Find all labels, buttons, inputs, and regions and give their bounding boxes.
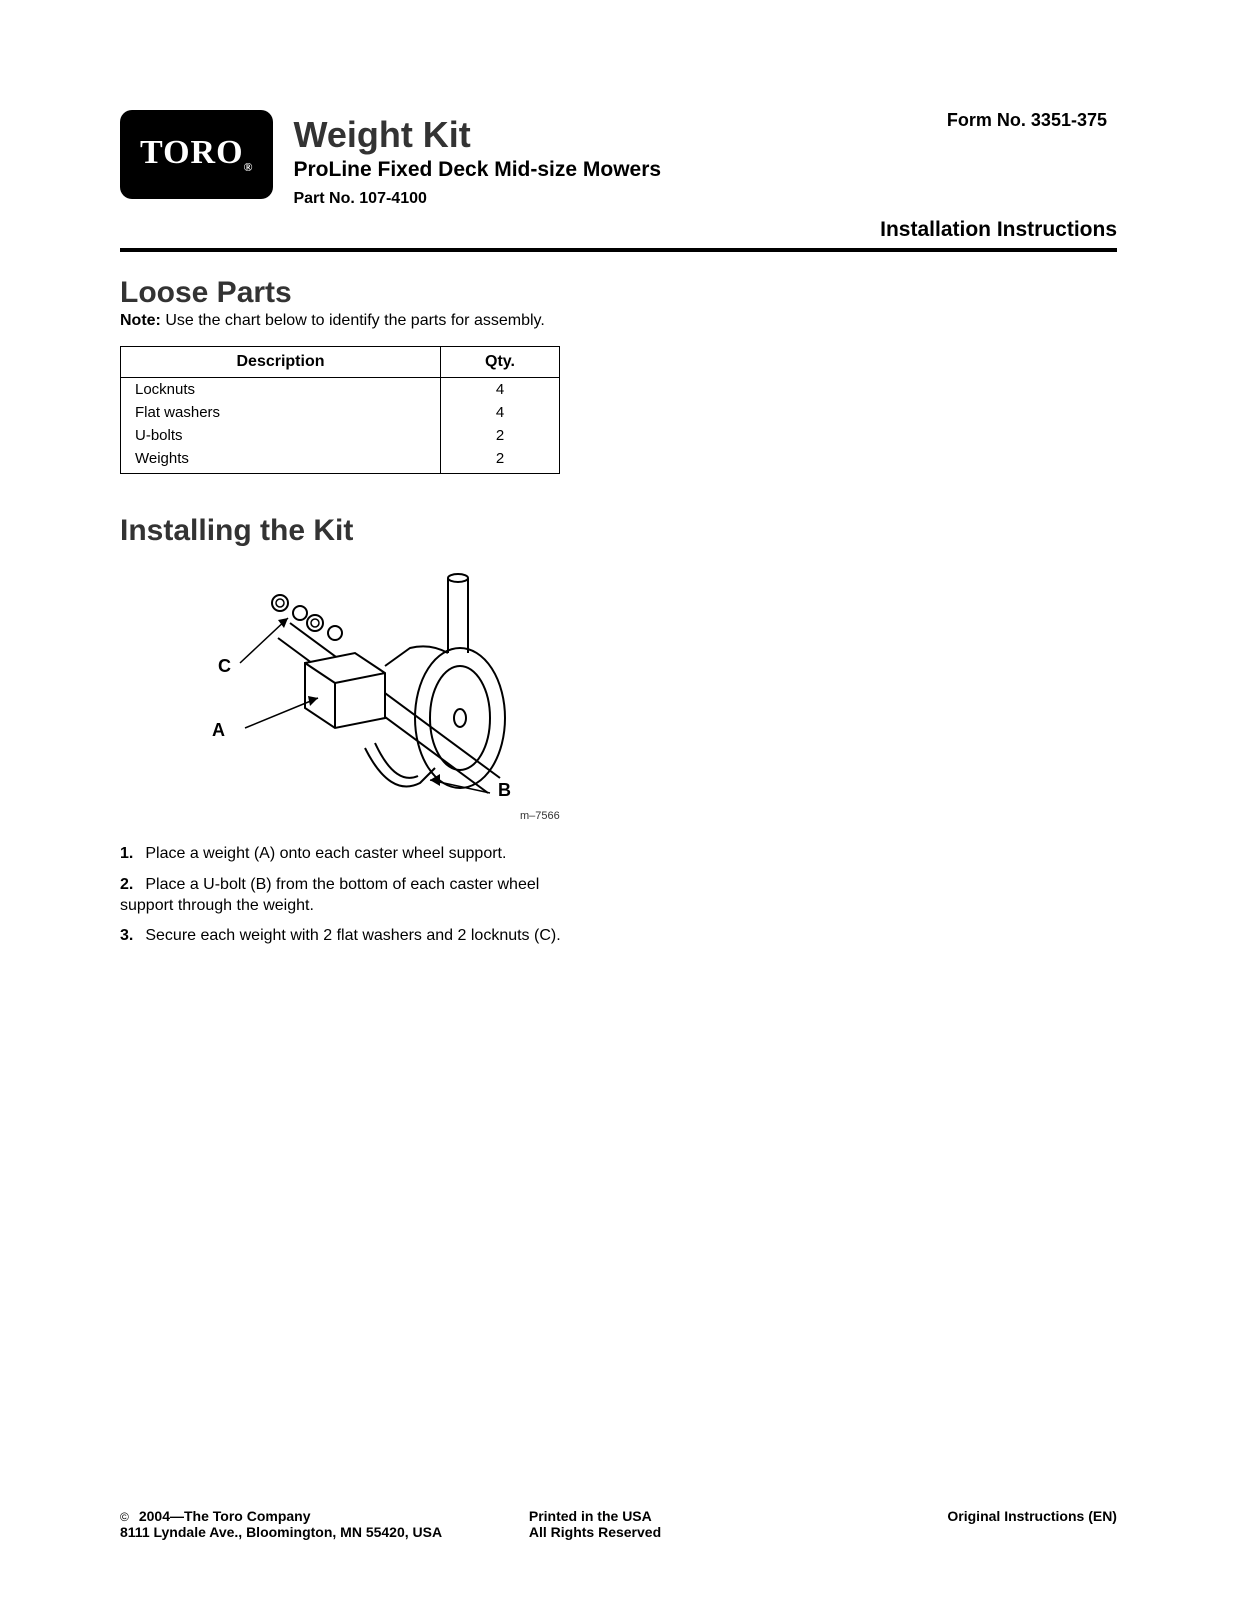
table-row: Locknuts 4	[121, 378, 560, 402]
cell-qty: 4	[441, 378, 560, 402]
step-text: Place a weight (A) onto each caster whee…	[145, 845, 506, 862]
loose-parts-heading: Loose Parts	[120, 276, 1117, 310]
footer-center: Printed in the USA All Rights Reserved	[499, 1508, 798, 1540]
logo-text: TORO	[140, 134, 244, 171]
instruction-step: 3. Secure each weight with 2 flat washers…	[120, 926, 580, 947]
logo-registered-mark: ®	[244, 160, 254, 174]
instruction-step: 1. Place a weight (A) onto each caster wh…	[120, 844, 580, 865]
cell-description: Locknuts	[121, 378, 441, 402]
document-title: Weight Kit	[293, 114, 661, 156]
assembly-diagram: C A B m–7566	[160, 568, 590, 828]
diagram-reference: m–7566	[520, 810, 560, 822]
cell-qty: 4	[441, 401, 560, 424]
header-rule	[120, 248, 1117, 252]
instruction-step: 2.Place a U-bolt (B) from the bottom of …	[120, 875, 580, 917]
step-number: 3.	[120, 927, 133, 944]
copyright-text: 2004—The Toro Company	[139, 1508, 311, 1524]
step-text: Place a U-bolt (B) from the bottom of ea…	[120, 876, 539, 914]
cell-qty: 2	[441, 424, 560, 447]
original-instructions: Original Instructions (EN)	[947, 1508, 1117, 1524]
part-number: Part No. 107-4100	[293, 190, 661, 208]
instruction-list: 1. Place a weight (A) onto each caster wh…	[120, 844, 580, 947]
toro-logo: TORO®	[120, 110, 273, 199]
step-text: Secure each weight with 2 flat washers a…	[145, 927, 560, 944]
diagram-label-a: A	[212, 720, 225, 741]
cell-description: Flat washers	[121, 401, 441, 424]
cell-description: U-bolts	[121, 424, 441, 447]
diagram-svg	[160, 568, 590, 828]
cell-qty: 2	[441, 447, 560, 474]
cell-description: Weights	[121, 447, 441, 474]
document-footer: © 2004—The Toro Company 8111 Lyndale Ave.…	[120, 1508, 1117, 1540]
table-row: U-bolts 2	[121, 424, 560, 447]
diagram-label-b: B	[498, 780, 511, 801]
table-row: Weights 2	[121, 447, 560, 474]
col-description: Description	[121, 347, 441, 378]
diagram-label-c: C	[218, 656, 231, 677]
col-qty: Qty.	[441, 347, 560, 378]
table-header-row: Description Qty.	[121, 347, 560, 378]
parts-table: Description Qty. Locknuts 4 Flat washers…	[120, 346, 560, 474]
footer-right: Original Instructions (EN)	[798, 1508, 1117, 1540]
title-block: Weight Kit ProLine Fixed Deck Mid-size M…	[293, 110, 661, 208]
installing-heading: Installing the Kit	[120, 514, 1117, 548]
note-label: Note:	[120, 312, 161, 329]
installation-instructions-label: Installation Instructions	[120, 218, 1117, 242]
note-line: Note: Use the chart below to identify th…	[120, 312, 1117, 330]
table-row: Flat washers 4	[121, 401, 560, 424]
footer-left: © 2004—The Toro Company 8111 Lyndale Ave.…	[120, 1508, 499, 1540]
copyright-symbol: ©	[120, 1510, 129, 1524]
step-number: 2.	[120, 876, 133, 893]
rights-reserved: All Rights Reserved	[529, 1524, 661, 1540]
form-number: Form No. 3351-375	[947, 110, 1107, 131]
document-subtitle: ProLine Fixed Deck Mid-size Mowers	[293, 158, 661, 182]
company-address: 8111 Lyndale Ave., Bloomington, MN 55420…	[120, 1524, 442, 1540]
step-number: 1.	[120, 845, 133, 862]
note-text: Use the chart below to identify the part…	[161, 312, 545, 329]
printed-in-usa: Printed in the USA	[529, 1508, 652, 1524]
